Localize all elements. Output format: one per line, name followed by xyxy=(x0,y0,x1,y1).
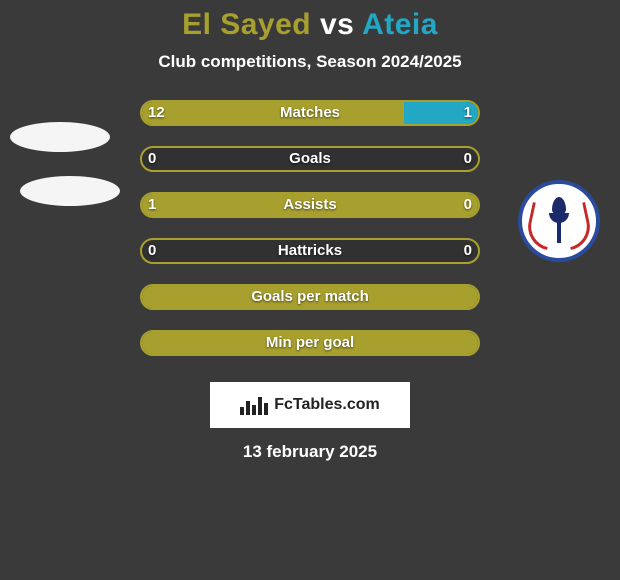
vs-separator: vs xyxy=(311,8,362,41)
stat-bar-goals xyxy=(140,146,480,172)
branding-text: FcTables.com xyxy=(274,396,380,414)
stat-row-assists: Assists10 xyxy=(0,192,620,238)
stat-fill-left xyxy=(142,332,478,354)
stat-value-right: 0 xyxy=(464,192,472,218)
stat-bar-hattricks xyxy=(140,238,480,264)
bar-chart-icon xyxy=(240,395,268,415)
stat-value-left: 0 xyxy=(148,146,156,172)
stat-row-goals: Goals00 xyxy=(0,146,620,192)
player-right-name: Ateia xyxy=(362,8,438,41)
comparison-card: El Sayed vs Ateia Club competitions, Sea… xyxy=(0,0,620,580)
stat-row-min-per-goal: Min per goal xyxy=(0,330,620,376)
stat-bar-min-per-goal xyxy=(140,330,480,356)
stat-fill-left xyxy=(142,102,404,124)
stat-value-right: 1 xyxy=(464,100,472,126)
subtitle: Club competitions, Season 2024/2025 xyxy=(0,52,620,72)
branding-badge: FcTables.com xyxy=(210,382,410,428)
date-label: 13 february 2025 xyxy=(0,442,620,462)
stat-row-hattricks: Hattricks00 xyxy=(0,238,620,284)
stat-value-left: 12 xyxy=(148,100,165,126)
stat-value-right: 0 xyxy=(464,238,472,264)
player-left-name: El Sayed xyxy=(182,8,311,41)
stat-fill-left xyxy=(142,286,478,308)
stat-bar-assists xyxy=(140,192,480,218)
stat-row-matches: Matches121 xyxy=(0,100,620,146)
stat-bar-matches xyxy=(140,100,480,126)
page-title: El Sayed vs Ateia xyxy=(0,8,620,42)
stat-value-right: 0 xyxy=(464,146,472,172)
stat-value-left: 1 xyxy=(148,192,156,218)
stat-fill-left xyxy=(142,194,478,216)
stat-bar-goals-per-match xyxy=(140,284,480,310)
stat-row-goals-per-match: Goals per match xyxy=(0,284,620,330)
stat-value-left: 0 xyxy=(148,238,156,264)
stat-bars-container: Matches121Goals00Assists10Hattricks00Goa… xyxy=(0,100,620,376)
